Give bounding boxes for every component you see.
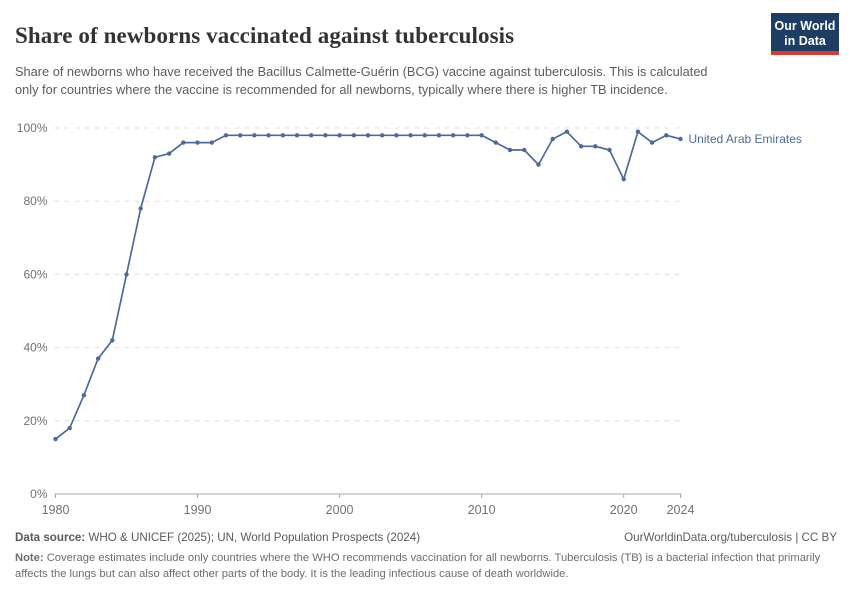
- y-tick-label: 80%: [23, 194, 47, 208]
- data-point[interactable]: [152, 155, 158, 160]
- x-tick-label: 1980: [42, 503, 70, 517]
- data-point[interactable]: [479, 133, 484, 138]
- data-point[interactable]: [309, 133, 314, 138]
- data-point[interactable]: [280, 133, 285, 138]
- data-point[interactable]: [365, 133, 371, 138]
- data-point[interactable]: [223, 133, 229, 138]
- x-tick-label: 2020: [610, 503, 638, 517]
- data-point[interactable]: [81, 393, 87, 398]
- data-point[interactable]: [536, 162, 541, 167]
- y-tick-label: 100%: [17, 121, 48, 135]
- data-point[interactable]: [422, 133, 427, 138]
- data-point[interactable]: [53, 436, 58, 442]
- y-tick-label: 60%: [23, 267, 47, 281]
- data-point[interactable]: [294, 133, 300, 138]
- data-point[interactable]: [67, 425, 72, 431]
- page-title: Share of newborns vaccinated against tub…: [15, 23, 515, 49]
- trend-line[interactable]: [54, 130, 681, 440]
- data-point[interactable]: [380, 133, 385, 138]
- owid-logo[interactable]: Our World in Data: [771, 13, 839, 55]
- series-label[interactable]: United Arab Emirates: [689, 132, 802, 146]
- data-point[interactable]: [564, 129, 570, 134]
- data-point[interactable]: [451, 133, 456, 138]
- data-point[interactable]: [195, 140, 200, 145]
- y-tick-label: 20%: [23, 414, 47, 428]
- data-point[interactable]: [266, 133, 271, 138]
- data-point[interactable]: [493, 140, 498, 145]
- data-point[interactable]: [337, 133, 342, 138]
- y-tick-label: 40%: [23, 341, 47, 355]
- data-point[interactable]: [522, 147, 527, 153]
- data-point[interactable]: [550, 136, 555, 142]
- owid-logo-line1: Our World: [774, 19, 836, 33]
- data-point[interactable]: [252, 133, 257, 138]
- data-source: Data source: WHO & UNICEF (2025); UN, Wo…: [15, 531, 420, 544]
- data-point[interactable]: [181, 140, 186, 145]
- data-point[interactable]: [507, 147, 513, 153]
- data-point[interactable]: [465, 133, 470, 138]
- data-point[interactable]: [678, 136, 683, 142]
- data-point[interactable]: [621, 177, 626, 182]
- data-point[interactable]: [394, 133, 399, 138]
- chart-footer: Data source: WHO & UNICEF (2025); UN, Wo…: [15, 531, 837, 582]
- data-point[interactable]: [166, 151, 172, 156]
- data-point[interactable]: [238, 133, 243, 138]
- owid-url-link[interactable]: OurWorldinData.org/tuberculosis | CC BY: [624, 531, 837, 544]
- x-tick-label: 1990: [184, 503, 212, 517]
- x-tick-label: 2000: [326, 503, 354, 517]
- data-point[interactable]: [593, 144, 598, 149]
- data-source-text: WHO & UNICEF (2025); UN, World Populatio…: [85, 531, 421, 544]
- data-source-label: Data source:: [15, 531, 86, 544]
- data-point[interactable]: [664, 133, 669, 138]
- data-point[interactable]: [209, 140, 214, 145]
- data-point[interactable]: [138, 206, 143, 211]
- owid-logo-line2: in Data: [784, 34, 826, 48]
- data-point[interactable]: [95, 356, 101, 361]
- data-point[interactable]: [578, 144, 584, 149]
- data-point[interactable]: [649, 140, 655, 145]
- data-point[interactable]: [110, 338, 115, 343]
- data-point[interactable]: [635, 129, 641, 134]
- line-chart[interactable]: 1980 1990 2000 2010 2020 2024 0% 20% 40% 60% 80% 10…: [0, 118, 850, 518]
- data-point[interactable]: [351, 133, 356, 138]
- chart-subtitle: Share of newborns who have received the …: [15, 63, 708, 97]
- data-point[interactable]: [436, 133, 442, 138]
- data-point[interactable]: [408, 133, 413, 138]
- note-text: Coverage estimates include only countrie…: [15, 552, 821, 581]
- chart-area: 1980 1990 2000 2010 2020 2024 0% 20% 40% 60% 80% 10…: [0, 118, 850, 518]
- x-tick-label: 2010: [468, 503, 496, 517]
- y-tick-label: 0%: [30, 487, 48, 501]
- note-label: Note:: [15, 552, 44, 564]
- data-point[interactable]: [323, 133, 328, 138]
- data-point[interactable]: [607, 147, 612, 153]
- x-tick-label: 2024: [667, 503, 695, 517]
- chart-note: Note: Coverage estimates include only co…: [15, 550, 837, 582]
- data-point[interactable]: [124, 272, 129, 277]
